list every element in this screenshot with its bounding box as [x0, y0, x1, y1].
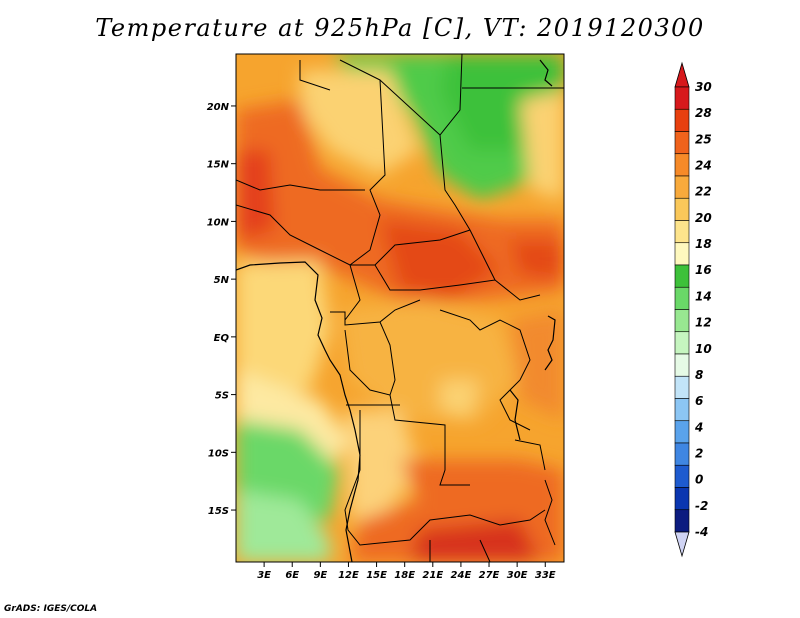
colorbar-swatch	[674, 220, 690, 244]
lat-tick-label: 15S	[208, 506, 229, 517]
colorbar-label: 6	[695, 394, 703, 408]
colorbar-label: 25	[695, 132, 712, 146]
lon-tick-label: 3E	[257, 570, 271, 581]
latitude-axis: 20N 15N 10N 5N EQ 5S 10S 15S	[207, 102, 236, 517]
colorbar-label: 2	[695, 446, 703, 460]
credit-label: GrADS: IGES/COLA	[4, 604, 98, 614]
colorbar-swatch	[674, 331, 690, 355]
coastline	[236, 59, 556, 562]
lat-tick-label: 20N	[207, 102, 230, 113]
lon-tick-label: 30E	[507, 570, 528, 581]
country-boundaries	[236, 54, 564, 562]
lat-tick-label: 10S	[208, 448, 229, 459]
colorbar-label: 28	[695, 106, 712, 120]
colorbar-label: 30	[695, 80, 712, 94]
colorbar-swatch	[674, 86, 690, 110]
lat-tick-label: 5S	[215, 391, 229, 402]
colorbar-label: -4	[695, 525, 708, 539]
lon-tick-label: 24E	[451, 570, 472, 581]
colorbar-swatch	[674, 175, 690, 199]
plot-frame	[235, 53, 565, 563]
colorbar-swatch	[674, 420, 690, 444]
lat-tick-label: 15N	[207, 160, 230, 171]
colorbar-swatch	[674, 398, 690, 422]
colorbar-label: -2	[695, 499, 708, 513]
colorbar-label: 20	[695, 211, 712, 225]
lon-tick-label: 15E	[366, 570, 387, 581]
colorbar-swatch	[674, 442, 690, 466]
lon-tick-label: 18E	[394, 570, 415, 581]
lat-tick-label: 10N	[207, 217, 230, 228]
colorbar-swatch	[674, 309, 690, 333]
colorbar-swatch	[674, 464, 690, 488]
colorbar-label: 8	[695, 368, 703, 382]
colorbar-swatch	[674, 487, 690, 511]
lon-tick-label: 33E	[535, 570, 556, 581]
lon-tick-label: 27E	[479, 570, 500, 581]
colorbar-swatch	[674, 264, 690, 288]
colorbar-swatch	[674, 131, 690, 155]
colorbar-swatch	[674, 353, 690, 377]
lat-tick-label: EQ	[214, 333, 230, 344]
colorbar-label: 16	[695, 263, 712, 277]
lon-tick-label: 21E	[422, 570, 443, 581]
colorbar-swatch	[674, 286, 690, 310]
colorbar-bottom-arrow	[674, 531, 690, 558]
colorbar-swatch	[674, 509, 690, 533]
colorbar-swatch	[674, 108, 690, 132]
colorbar-swatch	[674, 242, 690, 266]
colorbar-swatch	[674, 375, 690, 399]
lat-tick-label: 5N	[214, 275, 230, 286]
colorbar-swatch	[674, 197, 690, 221]
lon-tick-label: 9E	[313, 570, 327, 581]
colorbar-label: 24	[695, 159, 712, 173]
map-title: Temperature at 925hPa [C], VT: 201912030…	[95, 14, 705, 42]
colorbar-label: 4	[694, 420, 703, 434]
colorbar-label: 22	[695, 185, 712, 199]
lon-tick-label: 12E	[338, 570, 359, 581]
colorbar-label: 12	[695, 316, 712, 330]
longitude-axis: 3E 6E 9E 12E 15E 18E 21E 24E 27E 30E 33E	[257, 562, 556, 581]
colorbar-label: 0	[695, 473, 703, 487]
colorbar-label: 14	[695, 289, 712, 303]
colorbar-label: 18	[695, 237, 712, 251]
colorbar-label: 10	[695, 342, 712, 356]
colorbar-top-arrow	[674, 61, 690, 88]
colorbar-swatch	[674, 153, 690, 177]
lon-tick-label: 6E	[285, 570, 299, 581]
